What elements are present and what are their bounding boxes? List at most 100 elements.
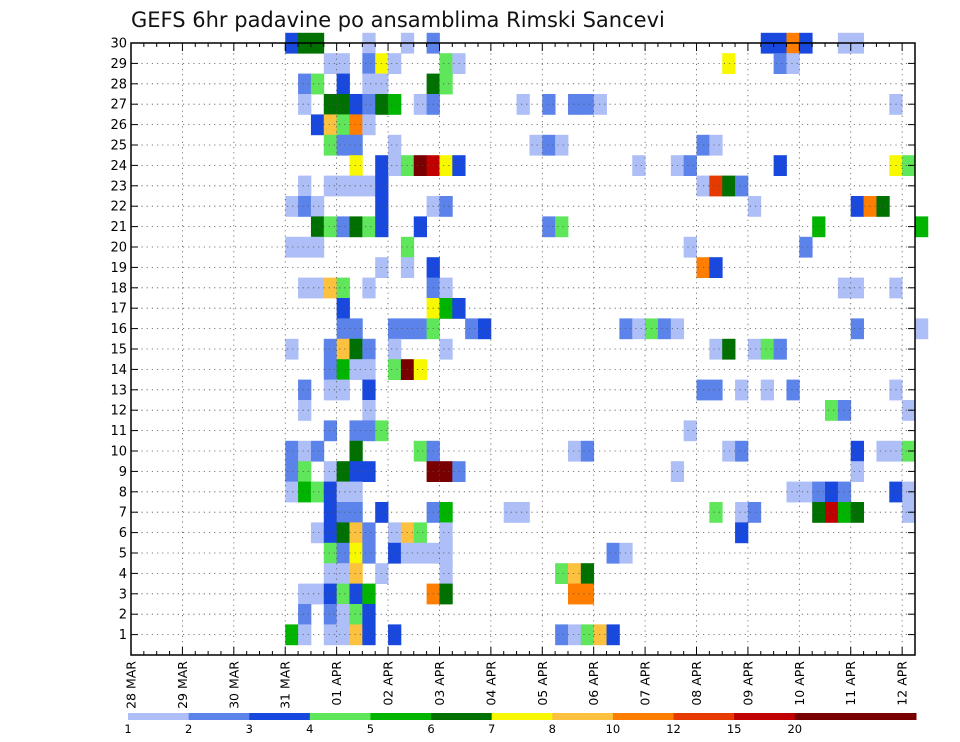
ensemble-cell — [298, 236, 312, 258]
ensemble-cell — [310, 236, 325, 258]
ensemble-cell — [555, 134, 569, 156]
y-tick-label: 27 — [110, 98, 127, 113]
ensemble-cell — [323, 175, 338, 197]
ensemble-cell — [349, 624, 363, 646]
ensemble-cell — [632, 318, 646, 340]
ensemble-cell — [298, 277, 312, 299]
ensemble-cell — [709, 379, 723, 401]
ensemble-cell — [336, 522, 350, 544]
ensemble-cell — [876, 196, 890, 217]
ensemble-cell — [439, 155, 453, 176]
ensemble-cell — [735, 379, 749, 401]
ensemble-cell — [388, 53, 402, 74]
ensemble-cell — [349, 522, 363, 544]
ensemble-cell — [336, 73, 350, 95]
ensemble-cell — [362, 461, 376, 482]
ensemble-cell — [413, 318, 427, 340]
ensemble-cell — [580, 624, 595, 646]
legend-swatch — [128, 713, 190, 720]
legend-swatch — [491, 713, 553, 720]
ensemble-cell — [362, 175, 376, 197]
ensemble-cell — [349, 502, 363, 523]
ensemble-cell — [362, 624, 376, 646]
x-axis: 28 MAR 29 MAR 30 MAR 31 MAR 01 APR 02 APR 03 A… — [124, 43, 916, 709]
ensemble-cell — [336, 318, 350, 340]
legend-swatch — [734, 713, 796, 720]
ensemble-cell — [735, 175, 749, 197]
ensemble-cells — [285, 32, 929, 646]
ensemble-cell — [375, 94, 389, 115]
ensemble-cell — [362, 583, 376, 605]
ensemble-cell — [310, 73, 325, 95]
ensemble-cell — [323, 94, 338, 115]
ensemble-cell — [709, 338, 723, 360]
ensemble-cell — [606, 542, 620, 564]
ensemble-cell — [439, 298, 453, 319]
ensemble-cell — [555, 624, 569, 646]
ensemble-cell — [388, 522, 402, 544]
ensemble-cell — [516, 94, 530, 115]
ensemble-cell — [375, 420, 389, 442]
ensemble-cell — [323, 420, 338, 442]
ensemble-cell — [336, 542, 350, 564]
ensemble-cell — [310, 277, 325, 299]
x-tick-label: 06 APR — [586, 661, 601, 706]
y-tick-label: 3 — [119, 587, 127, 602]
ensemble-cell — [683, 155, 697, 176]
y-tick-label: 22 — [110, 200, 127, 215]
ensemble-cell — [323, 583, 338, 605]
legend-label: 2 — [185, 722, 192, 736]
y-tick-label: 30 — [110, 37, 127, 52]
ensemble-cell — [349, 481, 363, 503]
x-tick-label: 07 APR — [638, 661, 653, 706]
ensemble-cell — [773, 338, 787, 360]
ensemble-cell — [709, 502, 723, 523]
ensemble-cell — [388, 318, 402, 340]
ensemble-cell — [799, 236, 813, 258]
x-tick-label: 03 APR — [432, 661, 447, 706]
ensemble-cell — [349, 420, 363, 442]
ensemble-cell — [825, 481, 839, 503]
ensemble-cell — [567, 94, 582, 115]
ensemble-cell — [349, 542, 363, 564]
ensemble-cell — [349, 338, 363, 360]
ensemble-cell — [439, 73, 453, 95]
ensemble-cell — [850, 440, 864, 462]
ensemble-cell — [323, 481, 338, 503]
ensemble-cell — [388, 359, 402, 380]
ensemble-cell — [323, 604, 338, 625]
ensemble-cell — [310, 216, 325, 238]
ensemble-cell — [413, 542, 427, 564]
legend-swatch — [431, 713, 493, 720]
ensemble-cell — [362, 400, 376, 421]
ensemble-cell — [336, 563, 350, 584]
ensemble-cell — [747, 196, 762, 217]
ensemble-cell — [285, 338, 299, 360]
ensemble-cell — [323, 522, 338, 544]
ensemble-cell — [657, 318, 672, 340]
ensemble-cell — [439, 461, 453, 482]
legend-label: 7 — [488, 722, 495, 736]
ensemble-cell — [336, 298, 350, 319]
ensemble-cell — [850, 502, 864, 523]
ensemble-cell — [709, 257, 723, 278]
ensemble-cell — [567, 583, 582, 605]
ensemble-cell — [850, 461, 864, 482]
y-tick-label: 16 — [110, 322, 127, 337]
ensemble-cell — [298, 440, 312, 462]
ensemble-cell — [503, 502, 517, 523]
ensemble-cell — [362, 420, 376, 442]
ensemble-cell — [336, 481, 350, 503]
y-tick-label: 24 — [110, 159, 127, 174]
ensemble-cell — [465, 318, 479, 340]
y-tick-label: 13 — [110, 383, 127, 398]
ensemble-cell — [413, 359, 427, 380]
legend-swatch — [188, 713, 250, 720]
ensemble-cell — [593, 94, 607, 115]
ensemble-cell — [310, 481, 325, 503]
x-tick-label: 28 MAR — [124, 661, 139, 709]
legend-label: 20 — [787, 722, 802, 736]
ensemble-cell — [722, 440, 736, 462]
ensemble-cell — [362, 216, 376, 238]
ensemble-cell — [336, 583, 350, 605]
